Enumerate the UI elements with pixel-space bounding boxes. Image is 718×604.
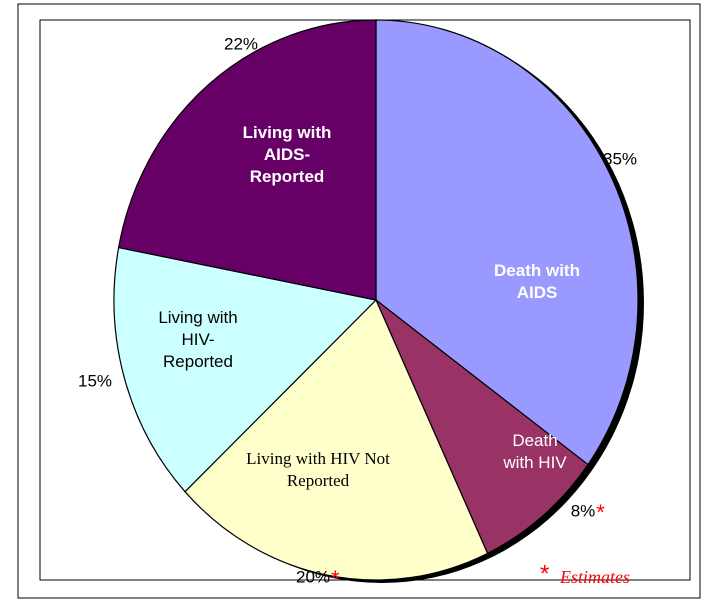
slice-label-wrap: Living with AIDS-Reported [232,105,342,205]
slice-label-wrap: Death with AIDS [472,232,602,332]
slice-label: Living with HIV-Reported [158,308,238,371]
slice-label: Death with HIV [503,431,567,472]
slice-label: Death with AIDS [494,261,580,302]
pie-slice [184,298,489,581]
footnote-marker: * [540,560,549,587]
slice-label: Living with AIDS-Reported [242,123,332,186]
slice-label-wrap: Death with HIV [495,402,575,502]
slice-label: Living with HIV Not Reported [246,449,390,490]
footnote-text: Estimates [559,567,630,587]
pie-slice [375,19,639,466]
percent-label: 20% [296,567,330,586]
percent-label: 35% [603,149,637,168]
percent-label: 8% [571,501,596,520]
slice-label-box: Living with HIV-Reported [148,290,248,390]
slice-label-wrap: Living with HIV Not Reported [238,420,398,520]
slice-label-box: Death with HIV [495,402,575,502]
pie-slice [113,246,378,493]
slice-label-box: Living with HIV Not Reported [238,420,398,520]
pie-slice [117,19,377,301]
slices [113,19,639,581]
outer-frame [17,3,701,599]
estimate-marker: * [596,500,605,525]
pie-slice [375,299,589,555]
percent-label: 15% [78,371,112,390]
slice-label-wrap: Living with HIV-Reported [148,290,248,390]
estimate-marker: * [331,566,340,591]
slice-label-box: Death with AIDS [472,232,602,332]
percent-label: 22% [224,34,258,53]
slice-label-box: Living with AIDS-Reported [232,105,342,205]
